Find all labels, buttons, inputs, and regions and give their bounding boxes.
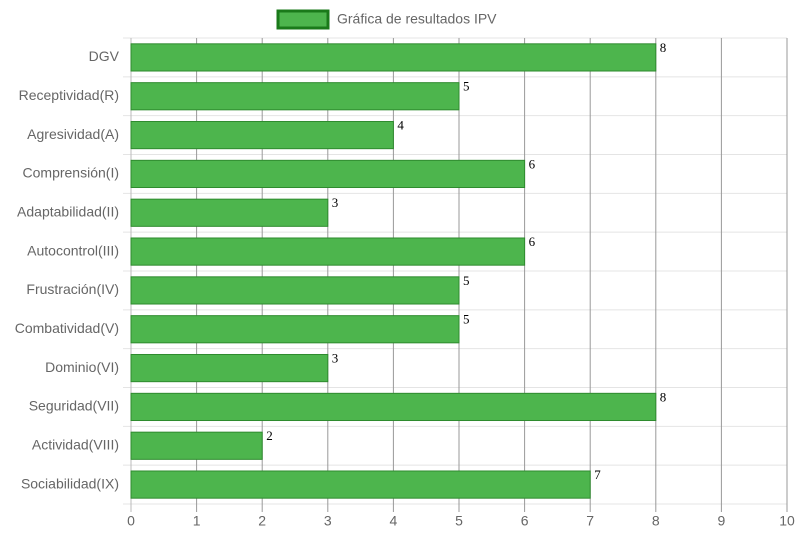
- y-tick-label: Autocontrol(III): [27, 242, 119, 258]
- x-tick-label: 5: [455, 513, 463, 529]
- y-tick-label: Seguridad(VII): [29, 398, 119, 414]
- bar: [130, 392, 657, 422]
- value-label: 4: [397, 117, 404, 132]
- y-tick-label: Actividad(VIII): [32, 436, 119, 452]
- value-label: 2: [266, 428, 273, 443]
- value-label: 5: [463, 312, 470, 327]
- bar: [130, 315, 460, 344]
- x-tick-label: 3: [324, 513, 332, 529]
- legend-swatch: [276, 9, 330, 30]
- y-tick-label: Adaptabilidad(II): [17, 203, 119, 219]
- x-tick-label: 4: [390, 513, 398, 529]
- x-tick-label: 9: [718, 513, 726, 529]
- bar: [130, 159, 526, 189]
- y-tick-label: Receptividad(R): [19, 87, 119, 103]
- bar: [130, 470, 591, 499]
- value-label: 8: [660, 389, 667, 404]
- value-label: 5: [463, 79, 470, 94]
- bar: [130, 353, 329, 383]
- x-tick-label: 10: [779, 513, 795, 529]
- x-tick-label: 2: [258, 513, 266, 529]
- x-tick-label: 8: [652, 513, 660, 529]
- legend-label: Gráfica de resultados IPV: [337, 11, 497, 27]
- bar: [130, 43, 657, 72]
- y-tick-label: DGV: [89, 48, 120, 64]
- y-tick-label: Combatividad(V): [15, 320, 119, 336]
- bar: [130, 120, 394, 150]
- x-tick-label: 0: [127, 513, 135, 529]
- bar: [130, 276, 460, 305]
- value-label: 7: [594, 467, 601, 482]
- x-tick-label: 1: [193, 513, 201, 529]
- x-tick-label: 7: [586, 513, 594, 529]
- value-label: 6: [529, 234, 536, 249]
- value-label: 5: [463, 273, 470, 288]
- y-tick-label: Agresividad(A): [27, 126, 119, 142]
- y-tick-label: Frustración(IV): [26, 281, 119, 297]
- y-tick-label: Dominio(VI): [45, 359, 119, 375]
- x-tick-label: 6: [521, 513, 529, 529]
- value-label: 6: [529, 156, 536, 171]
- bar: [130, 237, 526, 266]
- value-label: 3: [332, 350, 339, 365]
- y-tick-label: Comprensión(I): [23, 165, 119, 181]
- bar: [130, 431, 263, 460]
- bar: [130, 198, 329, 227]
- bar: [130, 82, 460, 111]
- value-label: 3: [332, 195, 339, 210]
- value-label: 8: [660, 40, 667, 55]
- y-tick-label: Sociabilidad(IX): [21, 475, 119, 491]
